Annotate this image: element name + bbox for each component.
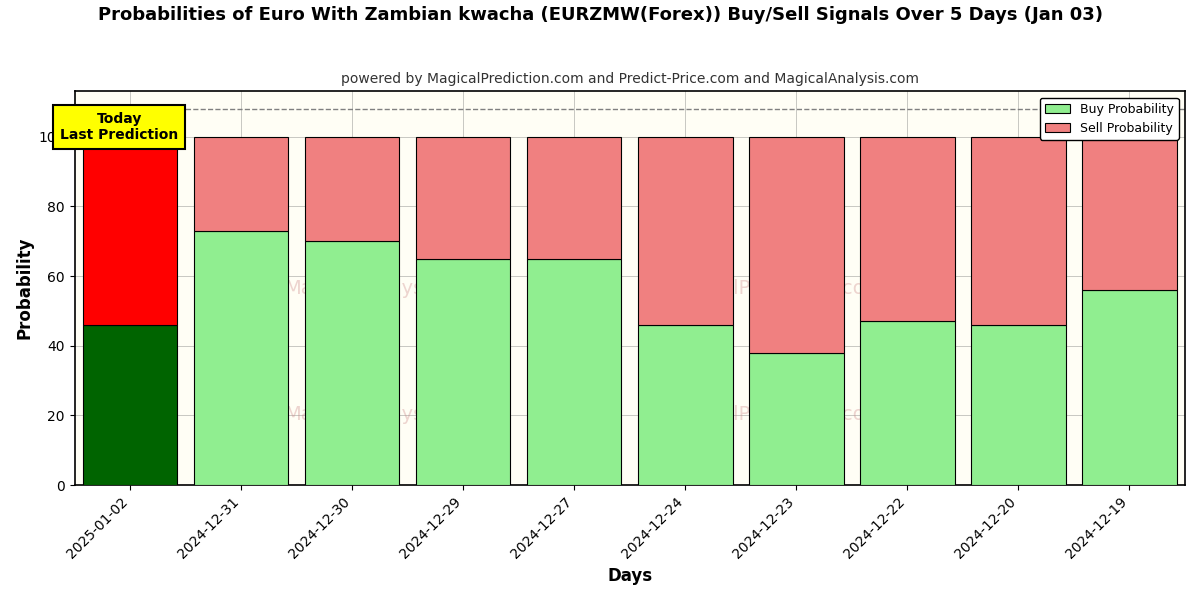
X-axis label: Days: Days — [607, 567, 653, 585]
Text: Today
Last Prediction: Today Last Prediction — [60, 112, 178, 142]
Bar — [83, 325, 178, 485]
Text: MagicalPrediction.com: MagicalPrediction.com — [665, 405, 884, 424]
Bar — [305, 241, 400, 485]
Bar — [749, 137, 844, 353]
Bar — [83, 137, 178, 325]
Bar — [527, 259, 622, 485]
Bar — [416, 259, 510, 485]
Bar — [971, 137, 1066, 325]
Bar — [638, 137, 732, 325]
Legend: Buy Probability, Sell Probability: Buy Probability, Sell Probability — [1040, 98, 1178, 140]
Bar — [860, 322, 955, 485]
Bar — [638, 325, 732, 485]
Text: Probabilities of Euro With Zambian kwacha (EURZMW(Forex)) Buy/Sell Signals Over : Probabilities of Euro With Zambian kwach… — [97, 6, 1103, 24]
Title: powered by MagicalPrediction.com and Predict-Price.com and MagicalAnalysis.com: powered by MagicalPrediction.com and Pre… — [341, 72, 919, 86]
Y-axis label: Probability: Probability — [16, 237, 34, 340]
Text: MagicalPrediction.com: MagicalPrediction.com — [665, 279, 884, 298]
Bar — [194, 231, 288, 485]
Bar — [305, 137, 400, 241]
Bar — [749, 353, 844, 485]
Bar — [971, 325, 1066, 485]
Bar — [527, 137, 622, 259]
Text: MagicalAnalysis.com: MagicalAnalysis.com — [284, 405, 487, 424]
Bar — [1082, 290, 1177, 485]
Bar — [416, 137, 510, 259]
Bar — [194, 137, 288, 231]
Bar — [1082, 137, 1177, 290]
Bar — [860, 137, 955, 322]
Text: MagicalAnalysis.com: MagicalAnalysis.com — [284, 279, 487, 298]
